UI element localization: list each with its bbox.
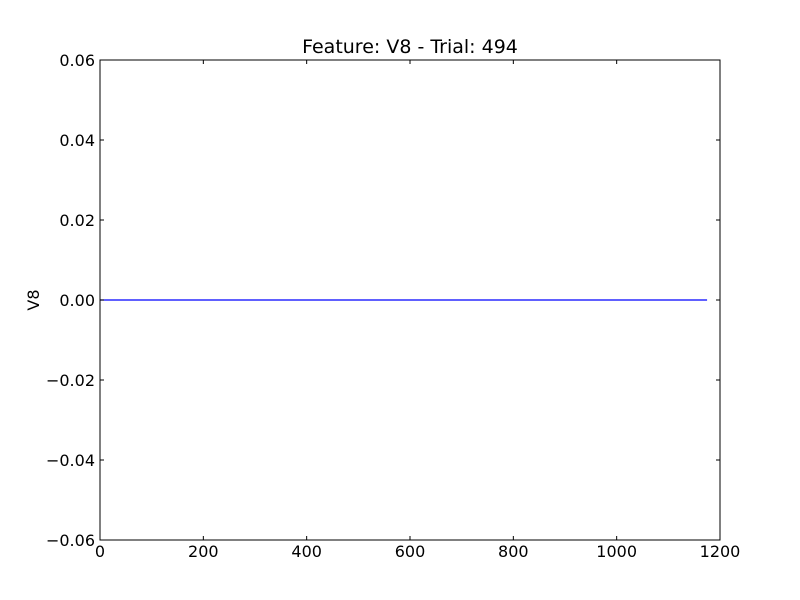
ticks-layer: 0 200 400 600 800 1000 1200 0.06 0.04 0.02 0.00 −0.…	[46, 51, 740, 561]
x-tick-label: 600	[395, 542, 426, 561]
y-tick-label: −0.04	[46, 451, 95, 470]
y-tick-label: −0.02	[46, 371, 95, 390]
x-tick-label: 0	[95, 542, 105, 561]
x-tick-label: 200	[188, 542, 219, 561]
x-tick-label: 400	[291, 542, 322, 561]
y-tick-label: 0.04	[59, 131, 95, 150]
y-tick-label: 0.00	[59, 291, 95, 310]
y-axis-label: V8	[24, 289, 43, 310]
y-tick-label: 0.02	[59, 211, 95, 230]
chart-title: Feature: V8 - Trial: 494	[302, 36, 518, 58]
y-tick-label: 0.06	[59, 51, 95, 70]
x-tick-label: 1200	[700, 542, 741, 561]
y-tick-label: −0.06	[46, 531, 95, 550]
x-tick-label: 800	[498, 542, 529, 561]
plot-frame	[99, 59, 721, 541]
x-tick-label: 1000	[596, 542, 637, 561]
